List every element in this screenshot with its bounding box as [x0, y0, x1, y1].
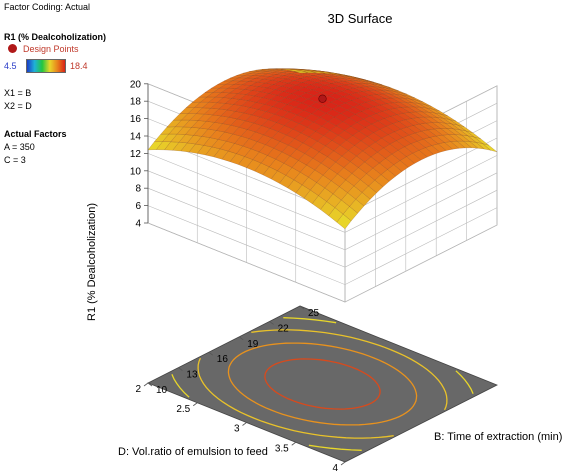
z-tick-label: 10 — [130, 166, 142, 177]
floor-contour — [251, 329, 391, 351]
design-points-label: Design Points — [23, 44, 79, 54]
color-scale-min: 4.5 — [4, 61, 17, 71]
design-points-legend: Design Points — [8, 43, 79, 55]
y-tick — [291, 441, 296, 446]
y-tick — [340, 461, 346, 466]
x-tick-label: 22 — [278, 323, 290, 334]
x-tick-label: 13 — [186, 370, 198, 381]
y-tick-label: 3 — [234, 424, 240, 435]
actual-factor-c: C = 3 — [4, 155, 26, 165]
z-tick-label: 6 — [135, 201, 141, 212]
chart-title: 3D Surface — [327, 11, 393, 26]
z-tick-label: 8 — [135, 184, 141, 195]
x-tick — [299, 305, 305, 310]
y-tick-label: 2.5 — [176, 404, 190, 415]
y-axis-title: D: Vol.ratio of emulsion to feed — [118, 446, 268, 458]
y-tick-label: 4 — [332, 463, 338, 474]
z-tick-label: 16 — [130, 114, 142, 125]
design-point-marker — [318, 94, 327, 103]
x-tick-label: 19 — [247, 339, 259, 350]
x-tick — [269, 321, 274, 325]
z-axis-title: R1 (% Dealcoholization) — [86, 203, 98, 321]
x-tick — [147, 382, 153, 387]
actual-factors-title: Actual Factors — [4, 129, 67, 139]
floor-contour — [455, 370, 474, 395]
y-tick — [143, 382, 149, 387]
x2-factor: X2 = D — [4, 101, 32, 111]
x-tick-label: 25 — [308, 308, 320, 319]
x-tick-label: 10 — [156, 385, 168, 396]
floor-contour — [390, 349, 448, 411]
surface-patch — [293, 70, 309, 74]
z-tick-label: 20 — [130, 79, 142, 90]
floor-contour — [308, 444, 362, 451]
y-tick-label: 3.5 — [275, 443, 289, 454]
x-axis-title: B: Time of extraction (min) — [434, 431, 562, 443]
y-tick — [193, 402, 198, 407]
z-tick-label: 14 — [130, 132, 142, 143]
wall-grid-line — [147, 205, 498, 285]
z-tick-label: 12 — [130, 149, 142, 160]
floor-contour — [283, 317, 337, 324]
actual-factor-a: A = 350 — [4, 142, 35, 152]
wall-grid-line — [147, 222, 498, 303]
x-tick — [208, 351, 214, 356]
z-tick-label: 18 — [130, 97, 142, 108]
surface-mesh — [147, 68, 498, 230]
floor-contour — [227, 342, 418, 426]
design-point-marker-icon — [8, 44, 17, 53]
x1-factor: X1 = B — [4, 88, 32, 98]
response-title: R1 (% Dealcoholization) — [4, 32, 107, 42]
y-tick — [242, 422, 247, 426]
factor-coding-label: Factor Coding: Actual — [4, 2, 91, 12]
x-tick — [178, 367, 183, 371]
color-scale-bar — [26, 59, 66, 73]
z-tick-label: 4 — [135, 219, 141, 230]
x-tick-label: 16 — [217, 354, 229, 365]
color-scale-max: 18.4 — [70, 61, 88, 71]
floor-contour — [197, 357, 394, 439]
floor-contour — [171, 373, 190, 398]
y-tick-label: 2 — [135, 384, 141, 395]
x-tick — [238, 336, 244, 341]
floor-contour — [264, 358, 381, 410]
